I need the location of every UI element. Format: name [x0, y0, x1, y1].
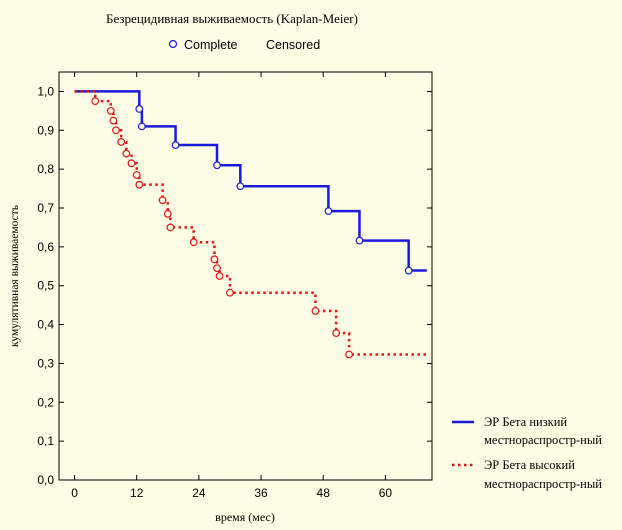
legend-label-series-1: ЭР Бета низкий местнораспростр-ный: [484, 415, 602, 447]
x-tick-label: 36: [254, 486, 268, 500]
complete-marker-series-2: [163, 209, 172, 218]
x-tick-label: 0: [71, 486, 78, 500]
complete-marker-series-2: [127, 159, 136, 168]
y-tick-label: 0,0: [37, 473, 54, 487]
complete-marker-series-1: [171, 141, 180, 149]
legend-complete-label: Complete: [184, 38, 238, 52]
y-tick-label: 0,4: [37, 318, 54, 332]
complete-marker-series-2: [210, 255, 219, 264]
y-tick-label: 1,0: [37, 84, 54, 98]
complete-marker-series-2: [166, 223, 175, 232]
y-tick-label: 0,7: [37, 201, 54, 215]
complete-marker-series-1: [324, 207, 333, 216]
y-tick-label: 0,3: [37, 356, 54, 370]
complete-marker-series-2: [106, 106, 115, 115]
complete-marker-series-2: [215, 272, 224, 280]
x-axis-label: время (мес): [215, 510, 275, 524]
y-tick-label: 0,1: [37, 434, 54, 448]
complete-marker-series-2: [226, 288, 234, 297]
legend-label-series-2: ЭР Бета высокий местнораспростр-ный: [484, 458, 602, 491]
x-tick-label: 60: [379, 486, 393, 500]
x-tick-label: 48: [317, 486, 331, 500]
complete-marker-series-2: [213, 264, 221, 273]
complete-marker-series-2: [189, 238, 198, 247]
x-tick-label: 24: [192, 486, 206, 500]
complete-marker-series-2: [332, 329, 341, 338]
complete-marker-series-2: [135, 180, 144, 189]
km-step-line-series-2: [74, 90, 427, 356]
complete-marker-series-2: [91, 97, 100, 106]
complete-marker-series-1: [135, 105, 144, 113]
legend-censored-label: Censored: [266, 38, 320, 52]
x-tick-label: 12: [130, 486, 144, 500]
y-axis-label: кумулятивная выживаемость: [9, 205, 21, 347]
y-tick-label: 0,2: [37, 395, 54, 409]
complete-marker-series-2: [158, 196, 167, 205]
series-layer: [74, 90, 427, 359]
km-step-line-series-1: [74, 90, 427, 272]
complete-marker-series-1: [404, 266, 413, 275]
complete-marker-series-1: [137, 122, 146, 131]
y-tick-label: 0,9: [37, 123, 54, 137]
y-axis-ticks: 0,0 0,1 0,2 0,3 0,4 0,5 0,6 0,7 0,8 0,9 1,0: [37, 84, 432, 487]
complete-marker-legend-icon: [168, 39, 178, 49]
plot-frame: [58, 71, 433, 481]
complete-marker-series-1: [236, 182, 245, 191]
complete-marker-series-2: [112, 126, 120, 135]
complete-marker-series-1: [355, 236, 364, 245]
complete-marker-series-2: [345, 350, 354, 359]
complete-marker-series-2: [117, 138, 126, 146]
y-tick-label: 0,6: [37, 240, 54, 254]
complete-marker-series-2: [109, 116, 118, 125]
y-tick-label: 0,8: [37, 162, 54, 176]
x-axis-ticks: 0 12 24 36 48 60: [71, 72, 392, 500]
complete-marker-series-2: [122, 149, 131, 158]
complete-marker-series-2: [311, 307, 320, 315]
complete-marker-series-1: [213, 161, 221, 170]
legend: ЭР Бета низкий местнораспростр-ный ЭР Бе…: [452, 415, 602, 491]
chart-title: Безрецидивная выживаемость (Kaplan-Meier…: [106, 11, 358, 26]
complete-marker-series-2: [132, 171, 141, 179]
y-tick-label: 0,5: [37, 279, 54, 293]
